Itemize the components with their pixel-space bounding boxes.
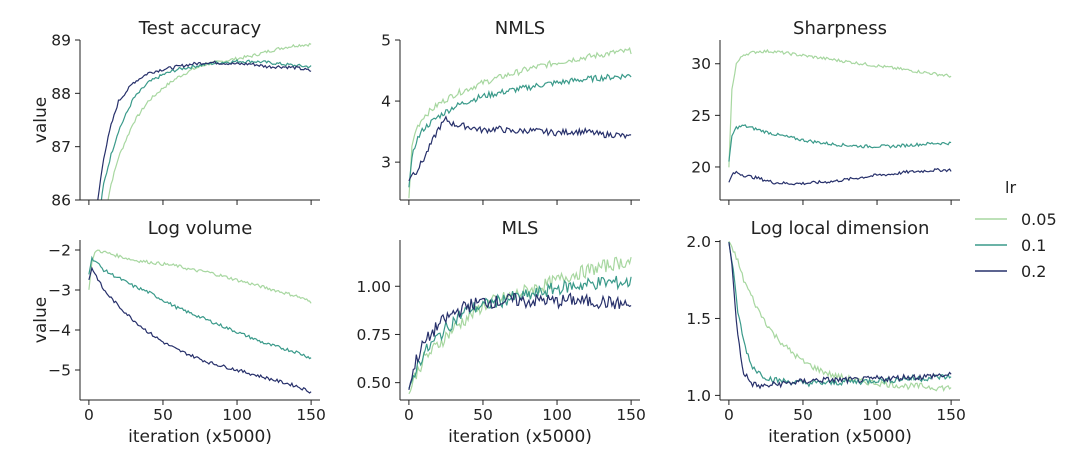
panel-title: Log volume [148,218,253,239]
x-axis-label: iteration (x5000) [128,427,272,447]
legend-label: 0.1 [1021,236,1046,255]
y-tick-label: −4 [48,322,71,340]
series-line-0-2 [728,242,952,390]
x-tick-label: 100 [222,406,252,424]
y-tick-label: 3 [381,154,391,172]
y-tick-label: 89 [51,32,71,50]
x-tick-label: 150 [296,406,326,424]
x-tick-label: 50 [153,406,173,424]
series-line-0-1 [728,124,952,162]
series-line-0-2 [408,115,632,182]
y-tick-label: 88 [51,85,71,103]
x-tick-label: 150 [616,406,646,424]
y-tick-label: −5 [48,362,71,380]
legend-entry: 0.2 [975,262,1046,281]
series-line-0-2 [728,167,952,186]
y-tick-label: 1.5 [686,310,711,328]
y-tick-label: 0.75 [356,326,391,344]
y-axis-label: value [31,297,51,343]
legend-label: 0.2 [1021,262,1046,281]
y-tick-label: −2 [48,242,71,260]
panel-3: 20 25 30 Sharpness [691,18,960,205]
y-tick-label: 86 [51,192,71,210]
y-tick-label: 1.00 [356,278,391,296]
panel-2: 3 4 5 NMLS [381,18,640,205]
panel-title: Test accuracy [138,18,262,39]
y-tick-label: 20 [691,158,711,176]
y-tick-label: 5 [381,32,391,50]
y-axis-label: value [31,97,51,143]
legend-title: lr [1005,178,1016,197]
x-tick-label: 150 [936,406,966,424]
series-line-0-05 [728,48,952,168]
series-line-0-05 [408,256,632,395]
y-tick-label: 87 [51,138,71,156]
y-tick-label: 1.0 [686,387,711,405]
panel-5: 0.50 0.75 1.00 0 50 100 150 MLS iteration (x5000… [356,218,645,447]
x-tick-label: 0 [724,406,734,424]
series-line-0-1 [88,255,312,360]
y-tick-label: 4 [381,93,391,111]
series-line-0-1 [408,73,632,188]
panel-title: MLS [502,218,539,239]
x-tick-label: 100 [862,406,892,424]
y-tick-label: 30 [691,55,711,73]
panel-6: 1.0 1.5 2.0 0 50 100 150 Log local dimension ite… [686,218,966,447]
x-axis-label: iteration (x5000) [768,427,912,447]
y-tick-label: 2.0 [686,233,711,251]
x-tick-label: 50 [473,406,493,424]
series-line-0-1 [728,241,952,388]
series-line-0-1 [100,59,312,200]
x-tick-label: 0 [404,406,414,424]
series-line-0-2 [97,60,312,200]
chart-panels: 86 87 88 89 Test accuracy value 3 4 5 NMLS 20 25 30 S… [31,18,966,447]
panel-title: Log local dimension [751,218,930,239]
panel-1: 86 87 88 89 Test accuracy value [31,18,320,210]
series-line-0-1 [408,275,632,389]
series-line-0-2 [408,292,632,391]
series-line-0-05 [88,249,312,304]
legend-label: 0.05 [1021,210,1057,229]
y-tick-label: 25 [691,107,711,125]
panel-4: −5 −4 −3 −2 0 50 100 150 Log volume iteration (x5… [31,218,326,447]
y-tick-label: −3 [48,282,71,300]
panel-title: NMLS [495,18,545,39]
series-line-0-2 [88,266,312,394]
x-tick-label: 0 [84,406,94,424]
x-axis-label: iteration (x5000) [448,427,592,447]
series-line-0-05 [408,46,632,199]
series-line-0-05 [107,42,312,200]
legend-entry: 0.05 [975,210,1057,229]
legend-entry: 0.1 [975,236,1046,255]
series-line-0-05 [728,240,952,392]
x-tick-label: 100 [542,406,572,424]
y-tick-label: 0.50 [356,374,391,392]
panel-title: Sharpness [793,18,887,39]
legend: lr 0.05 0.1 0.2 [975,178,1057,281]
x-tick-label: 50 [793,406,813,424]
